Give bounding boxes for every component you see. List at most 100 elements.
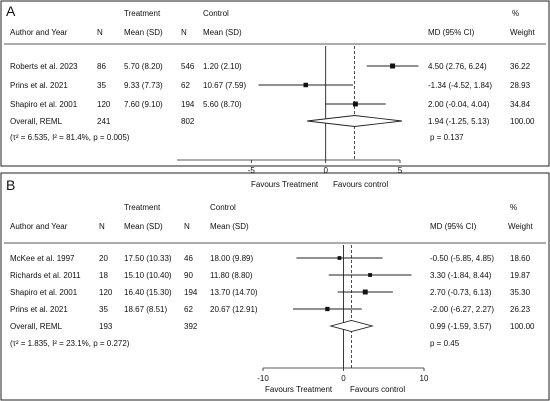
overall-md-ci: 0.99 (-1.59, 3.57) <box>430 322 492 331</box>
mean-treatment: 7.60 (9.10) <box>124 100 163 109</box>
mean-treatment: 17.50 (10.33) <box>124 254 172 263</box>
md-ci: -0.50 (-5.85, 4.85) <box>430 254 494 263</box>
n-control: 194 <box>184 288 198 297</box>
panel-a-weight-header: Weight <box>510 28 536 37</box>
panel-b-row-0: McKee et al. 1997 20 17.50 (10.33) 46 18… <box>10 254 531 263</box>
panel-b-plot-area: -10 0 10 <box>257 245 429 383</box>
n-control: 194 <box>181 100 195 109</box>
panel-b-p-value: p = 0.45 <box>430 339 460 348</box>
study-author: Roberts et al. 2023 <box>10 62 78 71</box>
n-control: 90 <box>184 271 193 280</box>
point-estimate-marker <box>303 82 308 88</box>
panel-b-weight-pct-header: % <box>510 203 517 212</box>
panel-a-plot-area: -5 0 5 <box>177 46 419 175</box>
overall-label: Overall, REML <box>10 322 63 331</box>
panel-a-treatment-group-header: Treatment <box>124 9 161 18</box>
panel-b-row-1: Richards et al. 2011 18 15.10 (10.40) 90… <box>10 271 531 280</box>
panel-a-favours-left: Favours Treatment <box>251 180 319 189</box>
x-axis-tick-label: 0 <box>323 166 328 175</box>
x-axis-tick-label: 0 <box>341 374 346 383</box>
overall-diamond <box>328 320 374 332</box>
study-author: Shapiro et al. 2001 <box>10 100 78 109</box>
point-estimate-marker <box>352 101 358 107</box>
mean-treatment: 5.70 (8.20) <box>124 62 163 71</box>
panel-b-n-treatment-header: N <box>99 222 105 231</box>
x-axis-tick-label: -10 <box>257 374 269 383</box>
panel-b-control-mean-header: Mean (SD) <box>210 222 249 231</box>
weight: 36.22 <box>510 62 531 71</box>
overall-diamond <box>307 115 402 127</box>
study-author: Shapiro et al. 2001 <box>10 288 78 297</box>
panel-a-favours-right: Favours control <box>333 180 388 189</box>
panel-b-label: B <box>6 177 15 193</box>
n-treatment: 120 <box>99 288 113 297</box>
point-estimate-marker <box>390 63 396 69</box>
md-ci: 3.30 (-1.84, 8.44) <box>430 271 492 280</box>
md-ci: 2.00 (-0.04, 4.04) <box>428 100 490 109</box>
study-author: McKee et al. 1997 <box>10 254 75 263</box>
panel-a-n-treatment-header: N <box>97 28 103 37</box>
point-estimate-marker <box>325 306 330 312</box>
mean-treatment: 15.10 (10.40) <box>124 271 172 280</box>
n-treatment: 35 <box>97 81 106 90</box>
panel-b-md-header: MD (95% CI) <box>430 222 477 231</box>
md-ci: -2.00 (-6.27, 2.27) <box>430 305 494 314</box>
md-ci: 4.50 (2.76, 6.24) <box>428 62 487 71</box>
mean-control: 5.60 (8.70) <box>203 100 242 109</box>
panel-b: B Treatment Control % Author and Year N … <box>0 172 550 401</box>
n-treatment: 35 <box>99 305 108 314</box>
panel-a-control-mean-header: Mean (SD) <box>203 28 242 37</box>
panel-b-control-group-header: Control <box>210 203 236 212</box>
panel-a-row-0: Roberts et al. 2023 86 5.70 (8.20) 546 1… <box>10 62 531 71</box>
panel-a-treatment-mean-header: Mean (SD) <box>124 28 163 37</box>
weight: 28.93 <box>510 81 531 90</box>
weight: 35.30 <box>510 288 531 297</box>
weight: 18.60 <box>510 254 531 263</box>
mean-control: 20.67 (12.91) <box>210 305 258 314</box>
panel-b-favours-right: Favours control <box>350 385 405 394</box>
overall-n-treatment: 193 <box>99 322 113 331</box>
panel-b-n-control-header: N <box>184 222 190 231</box>
overall-n-treatment: 241 <box>97 117 111 126</box>
panel-a-weight-pct-header: % <box>512 9 519 18</box>
overall-md-ci: 1.94 (-1.25, 5.13) <box>428 117 490 126</box>
panel-a-row-2: Shapiro et al. 2001 120 7.60 (9.10) 194 … <box>10 100 531 109</box>
overall-weight: 100.00 <box>510 322 535 331</box>
panel-a-n-control-header: N <box>181 28 187 37</box>
x-axis-tick-label: 5 <box>398 166 403 175</box>
panel-a-overall-row: Overall, REML 241 802 1.94 (-1.25, 5.13)… <box>10 117 535 126</box>
panel-a-row-1: Prins et al. 2021 35 9.33 (7.73) 62 10.6… <box>10 81 531 90</box>
panel-b-weight-header: Weight <box>508 222 534 231</box>
n-treatment: 120 <box>97 100 111 109</box>
mean-control: 10.67 (7.59) <box>203 81 246 90</box>
mean-treatment: 16.40 (15.30) <box>124 288 172 297</box>
point-estimate-marker <box>362 289 368 295</box>
overall-n-control: 392 <box>184 322 198 331</box>
panel-b-treatment-mean-header: Mean (SD) <box>124 222 163 231</box>
mean-control: 18.00 (9.89) <box>210 254 253 263</box>
panel-b-row-2: Shapiro et al. 2001 120 16.40 (15.30) 19… <box>10 288 531 297</box>
x-axis-tick-label: 10 <box>420 374 429 383</box>
panel-b-heterogeneity: (τ² = 1.835, I² = 23.1%, p = 0.272) <box>10 339 130 348</box>
overall-n-control: 802 <box>181 117 195 126</box>
panel-a-label: A <box>6 3 16 19</box>
overall-label: Overall, REML <box>10 117 63 126</box>
n-treatment: 20 <box>99 254 108 263</box>
n-control: 62 <box>181 81 190 90</box>
weight: 34.84 <box>510 100 531 109</box>
n-control: 46 <box>184 254 193 263</box>
panel-a-control-group-header: Control <box>203 9 229 18</box>
n-treatment: 86 <box>97 62 106 71</box>
panel-b-favours-left: Favours Treatment <box>265 385 333 394</box>
weight: 19.87 <box>510 271 531 280</box>
study-author: Prins et al. 2021 <box>10 305 68 314</box>
panel-a: A Treatment Control % Author and Year N … <box>0 0 550 189</box>
md-ci: -1.34 (-4.52, 1.84) <box>428 81 492 90</box>
study-author: Richards et al. 2011 <box>10 271 81 280</box>
panel-a-md-header: MD (95% CI) <box>428 28 475 37</box>
n-control: 546 <box>181 62 195 71</box>
n-treatment: 18 <box>99 271 108 280</box>
panel-a-heterogeneity: (τ² = 6.535, I² = 81.4%, p = 0.005) <box>10 133 130 142</box>
panel-a-author-header: Author and Year <box>10 28 68 37</box>
mean-control: 11.80 (8.80) <box>210 271 253 280</box>
